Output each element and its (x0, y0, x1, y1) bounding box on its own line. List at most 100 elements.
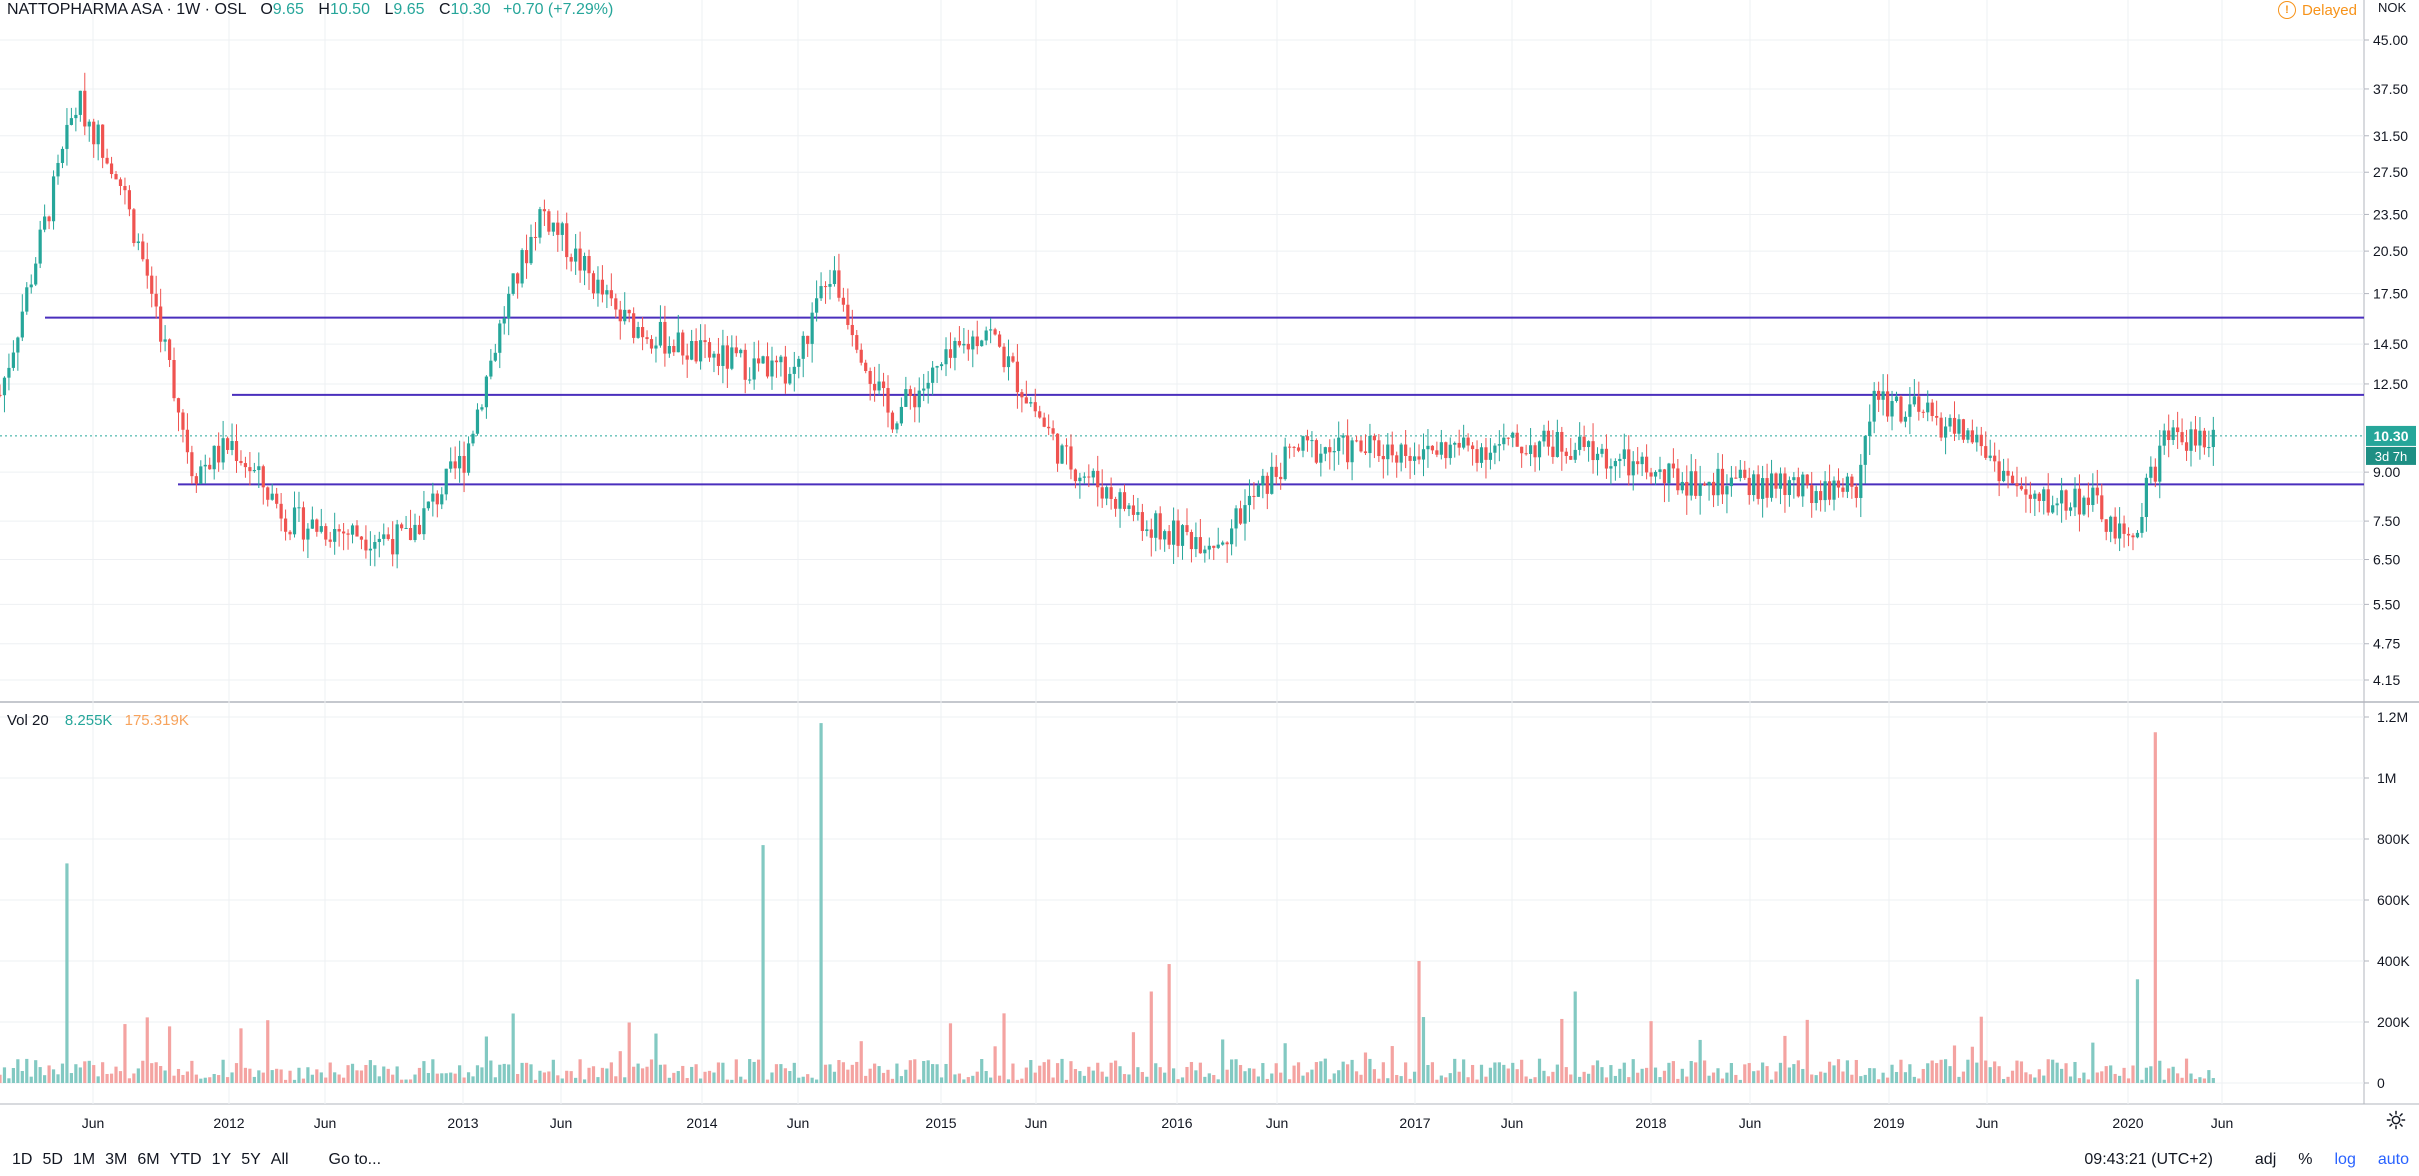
volume-bar (1087, 1066, 1091, 1083)
volume-axis[interactable]: 1.2M 1M 800K 600K 400K 200K 0 (2364, 709, 2410, 1091)
symbol-title[interactable]: NATTOPHARMA ASA · 1W · OSL (7, 1, 246, 18)
candle-body (1305, 436, 1310, 441)
price-tick-label: 9.00 (2373, 464, 2400, 480)
volume-bar (890, 1078, 895, 1083)
candle-body (913, 395, 917, 408)
volume-bar (217, 1075, 221, 1083)
candle-body (1368, 435, 1372, 454)
range-3m[interactable]: 3M (105, 1151, 128, 1168)
volume-bar (471, 1076, 475, 1083)
candle-body (47, 216, 51, 222)
candle-body (1448, 444, 1452, 459)
candle-body (1729, 477, 1733, 487)
candle-body (2180, 432, 2184, 443)
candle-body (1926, 402, 1930, 413)
range-1d[interactable]: 1D (12, 1151, 33, 1168)
percent-toggle[interactable]: % (2298, 1151, 2313, 1168)
candle-body (1412, 456, 1417, 461)
candle-body (1462, 437, 1466, 448)
volume-bar (1595, 1060, 1600, 1083)
volume-bar (739, 1076, 743, 1083)
delayed-indicator[interactable]: ! Delayed (2277, 1, 2357, 19)
settings-gear-icon[interactable] (2385, 1109, 2407, 1131)
volume-bar (2202, 1078, 2206, 1083)
range-1y[interactable]: 1Y (211, 1151, 232, 1168)
candle-body (1975, 434, 1979, 443)
volume-bar (1908, 1064, 1912, 1083)
time-axis[interactable]: Jun 2012 Jun 2013 Jun 2014 Jun 2015 Jun 2016 Jun 20… (82, 1115, 2234, 1131)
range-all[interactable]: All (270, 1151, 289, 1168)
candle-body (1171, 520, 1176, 545)
candle-body (1622, 449, 1626, 459)
volume-bar (1627, 1077, 1631, 1083)
candle-body (1247, 495, 1252, 506)
volume-bar (150, 1063, 154, 1083)
candle-body (2113, 516, 2117, 539)
volume-bar (355, 1070, 359, 1083)
volume-bar (1845, 1060, 1850, 1083)
volume-bar (904, 1069, 908, 1083)
volume-bar (538, 1070, 542, 1083)
time-tick-label: Jun (314, 1115, 337, 1131)
volume-bar (1372, 1069, 1377, 1083)
volume-bar (230, 1072, 234, 1083)
volume-bar (1064, 1079, 1069, 1083)
volume-bar (623, 1077, 627, 1083)
chart-canvas[interactable]: 45.00 37.50 31.50 27.50 23.50 20.50 17.50 14.50… (0, 0, 2419, 1144)
candle-body (1484, 447, 1488, 460)
range-5y[interactable]: 5Y (241, 1151, 261, 1168)
volume-bar (881, 1072, 886, 1083)
candle-body (20, 311, 24, 338)
price-axis[interactable]: 45.00 37.50 31.50 27.50 23.50 20.50 17.50 14.50… (2364, 0, 2408, 688)
candle-body (1640, 456, 1644, 465)
volume-bar (993, 1046, 997, 1083)
candle-body (529, 236, 533, 264)
candle-body (426, 501, 430, 509)
volume-bar (654, 1033, 658, 1083)
log-toggle[interactable]: log (2334, 1151, 2356, 1168)
volume-bar (984, 1071, 988, 1083)
volume-bar (645, 1066, 649, 1083)
volume-bar (1015, 1079, 1020, 1083)
volume-bar (1171, 1068, 1176, 1083)
candle-body (533, 236, 538, 238)
volume-bar (1234, 1059, 1238, 1083)
candle-body (1408, 455, 1412, 461)
volume-bar (939, 1077, 944, 1083)
volume-bar (1212, 1074, 1216, 1083)
volume-bar (2207, 1070, 2211, 1083)
goto-button[interactable]: Go to... (328, 1151, 382, 1168)
candle-body (301, 507, 306, 540)
volume-bar (1957, 1076, 1961, 1083)
candle-body (292, 507, 297, 535)
range-5d[interactable]: 5D (42, 1151, 63, 1168)
volume-bar (167, 1026, 172, 1083)
candle-body (1069, 446, 1073, 470)
candle-body (908, 389, 912, 396)
candle-body (1323, 447, 1327, 454)
time-tick-label: Jun (1025, 1115, 1048, 1131)
range-ytd[interactable]: YTD (169, 1151, 202, 1168)
candle-body (1511, 432, 1515, 438)
volume-bar (1988, 1067, 1992, 1083)
auto-toggle[interactable]: auto (2377, 1151, 2409, 1168)
adj-toggle[interactable]: adj (2254, 1151, 2277, 1168)
volume-bar (716, 1062, 721, 1083)
candle-body (69, 118, 73, 125)
volume-bar (43, 1075, 47, 1083)
volume-bar (2001, 1078, 2006, 1083)
candle-body (1042, 417, 1046, 427)
range-6m[interactable]: 6M (137, 1151, 160, 1168)
range-1m[interactable]: 1M (72, 1151, 96, 1168)
volume-bar (788, 1071, 792, 1083)
candle-body (1292, 446, 1296, 448)
volume-bar (1462, 1059, 1466, 1083)
volume-bar (1457, 1071, 1461, 1083)
volume-bar (270, 1070, 274, 1083)
volume-bar (2046, 1059, 2050, 1083)
volume-bar (2167, 1068, 2171, 1083)
volume-bar (337, 1074, 341, 1083)
volume-bar (627, 1022, 631, 1083)
candle-body (65, 124, 69, 149)
volume-bar (1997, 1066, 2001, 1083)
